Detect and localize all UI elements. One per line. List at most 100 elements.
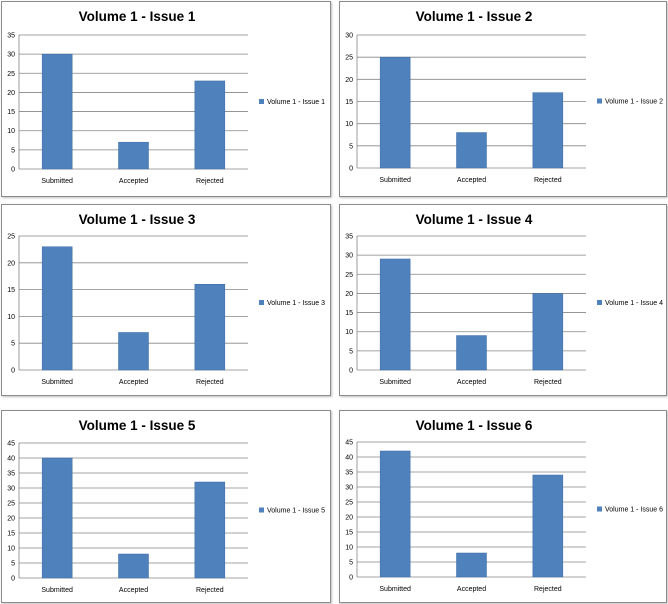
y-tick-label: 25 [7,501,15,508]
y-tick-label: 0 [11,368,15,375]
x-tick-label: Submitted [41,587,73,594]
legend-label: Volume 1 - Issue 3 [267,300,325,307]
y-tick-label: 25 [345,272,353,279]
bar [456,335,487,371]
y-tick-label: 10 [7,128,15,135]
y-tick-label: 5 [349,143,353,150]
bar [118,332,149,371]
bar [194,481,226,579]
chart-panel-issue-5: Volume 1 - Issue 5 0 5 10 15 20 25 30 35 40 45 Subm… [1,410,331,603]
y-tick-label: 35 [345,470,353,477]
y-tick-label: 10 [345,329,353,336]
chart-svg: Volume 1 - Issue 5 0 5 10 15 20 25 30 35 40 45 Subm… [7,418,325,594]
legend-label: Volume 1 - Issue 2 [605,99,663,106]
y-tick-label: 20 [345,515,353,522]
chart-title: Volume 1 - Issue 2 [416,9,533,24]
x-tick-label: Accepted [119,587,148,594]
y-tick-label: 45 [345,440,353,447]
bar [532,474,564,578]
y-tick-label: 40 [7,456,15,463]
bar [379,56,411,169]
y-tick-label: 40 [345,455,353,462]
bar [532,92,564,169]
chart-title: Volume 1 - Issue 5 [79,418,196,433]
chart-panel-issue-6: Volume 1 - Issue 6 0 5 10 15 20 25 30 35 40 45 Subm… [339,410,667,603]
y-tick-label: 35 [7,33,15,40]
y-tick-label: 5 [349,348,353,355]
chart-panel-issue-1: Volume 1 - Issue 1 0 5 10 15 20 25 30 35 Submitte… [1,1,331,197]
x-tick-label: Submitted [41,379,73,386]
chart-title: Volume 1 - Issue 6 [416,418,533,433]
legend-swatch [259,99,264,104]
y-tick-label: 0 [349,166,353,173]
y-tick-label: 45 [7,441,15,448]
y-tick-label: 25 [7,71,15,78]
chart-title: Volume 1 - Issue 4 [416,212,533,227]
x-tick-label: Accepted [119,178,148,185]
chart-svg: Volume 1 - Issue 3 0 5 10 15 20 25 Submitted Acc… [7,212,325,386]
y-tick-label: 0 [349,368,353,375]
y-tick-label: 10 [345,545,353,552]
y-tick-label: 20 [7,260,15,267]
legend-label: Volume 1 - Issue 6 [605,507,663,514]
y-tick-label: 30 [345,33,353,40]
chart-svg: Volume 1 - Issue 1 0 5 10 15 20 25 30 35 Submitte… [7,9,325,185]
y-tick-label: 25 [345,55,353,62]
chart-panel-issue-4: Volume 1 - Issue 4 0 5 10 15 20 25 30 35 Submitte… [339,204,667,396]
x-tick-label: Accepted [457,379,486,386]
x-tick-label: Rejected [196,178,224,185]
y-tick-label: 30 [7,52,15,59]
bar [456,552,487,578]
bar [41,246,73,371]
legend-swatch [597,98,602,104]
bar [194,283,226,371]
bar [379,450,411,578]
y-tick-label: 15 [7,109,15,116]
x-tick-label: Rejected [534,177,562,184]
y-tick-label: 35 [345,234,353,241]
y-tick-label: 15 [7,287,15,294]
chart-title: Volume 1 - Issue 3 [79,212,196,227]
y-tick-label: 15 [345,310,353,317]
x-tick-label: Submitted [379,177,411,184]
y-tick-label: 25 [345,500,353,507]
y-tick-label: 5 [349,560,353,567]
y-tick-label: 15 [345,530,353,537]
x-tick-label: Accepted [457,586,486,593]
legend-label: Volume 1 - Issue 5 [267,508,325,515]
y-tick-label: 10 [7,546,15,553]
y-tick-label: 30 [7,486,15,493]
x-tick-label: Submitted [379,379,411,386]
bar [456,132,487,169]
y-tick-label: 15 [345,99,353,106]
x-tick-label: Rejected [196,379,224,386]
chart-panel-issue-3: Volume 1 - Issue 3 0 5 10 15 20 25 Submitted Acc… [1,204,331,396]
y-tick-label: 0 [11,167,15,174]
legend-swatch [597,506,602,512]
x-tick-label: Submitted [379,586,411,593]
x-tick-label: Submitted [41,178,73,185]
chart-svg: Volume 1 - Issue 2 0 5 10 15 20 25 30 Submitted A… [345,9,663,184]
x-tick-label: Accepted [457,177,486,184]
legend-label: Volume 1 - Issue 4 [605,300,663,307]
y-tick-label: 35 [7,471,15,478]
chart-panel-issue-2: Volume 1 - Issue 2 0 5 10 15 20 25 30 Submitted A… [339,1,667,197]
bar [118,141,149,170]
y-tick-label: 20 [7,90,15,97]
bar [118,553,149,579]
y-tick-label: 5 [11,341,15,348]
y-tick-label: 10 [7,314,15,321]
y-tick-label: 20 [7,516,15,523]
x-tick-label: Rejected [196,587,224,594]
x-tick-label: Rejected [534,586,562,593]
y-tick-label: 15 [7,531,15,538]
y-tick-label: 5 [11,147,15,154]
bar [532,293,564,371]
chart-svg: Volume 1 - Issue 6 0 5 10 15 20 25 30 35 40 45 Subm… [345,418,663,593]
y-tick-label: 25 [7,234,15,241]
legend-label: Volume 1 - Issue 1 [267,99,325,106]
y-tick-label: 0 [11,576,15,583]
legend-swatch [259,300,264,305]
y-tick-label: 20 [345,291,353,298]
y-tick-label: 5 [11,561,15,568]
